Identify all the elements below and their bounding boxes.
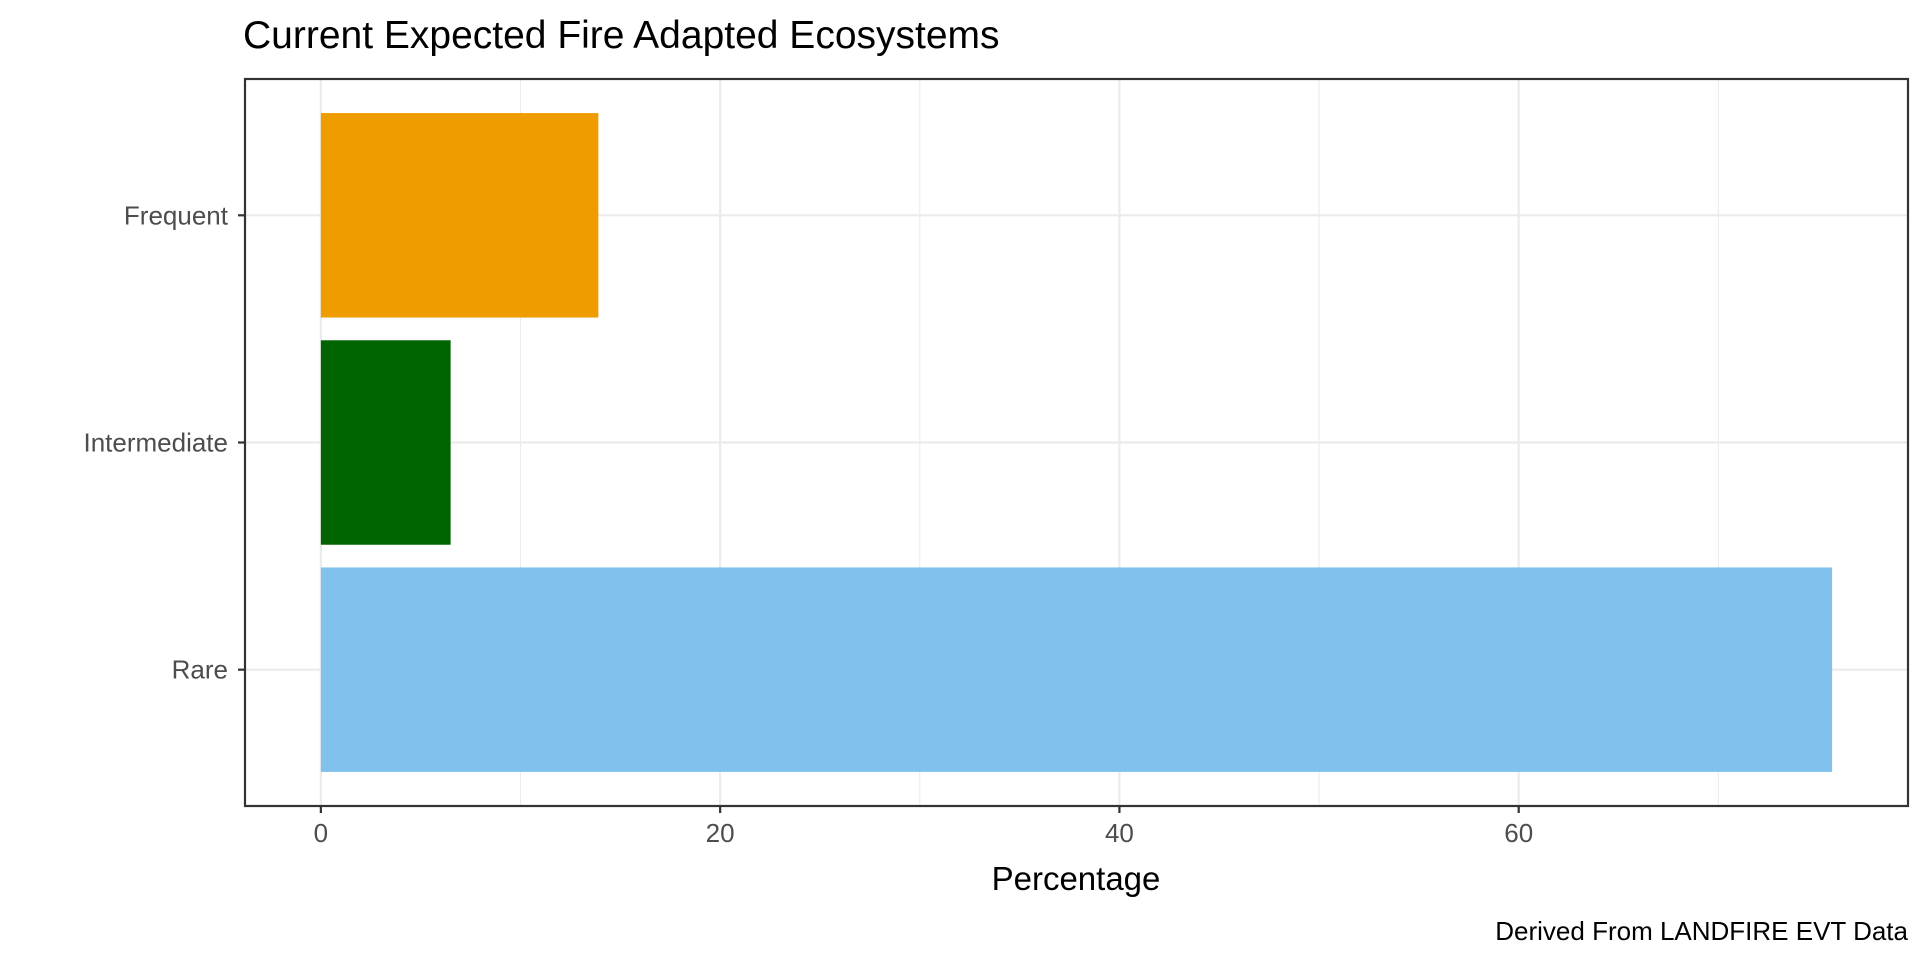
bars: [320, 113, 1833, 772]
bar-rare: [320, 567, 1833, 772]
x-tick-label: 60: [1504, 818, 1533, 848]
axes: 0 20 40 60 Frequent Intermediate Rare: [83, 200, 1533, 848]
x-tick-label: 20: [706, 818, 735, 848]
y-tick-label: Rare: [172, 655, 228, 685]
bar-intermediate: [320, 340, 451, 545]
bar-frequent: [320, 113, 599, 318]
x-tick-label: 40: [1105, 818, 1134, 848]
x-tick-label: 0: [314, 818, 328, 848]
y-tick-label: Intermediate: [83, 428, 228, 458]
x-axis-title: Percentage: [992, 860, 1161, 897]
chart-caption: Derived From LANDFIRE EVT Data: [1495, 916, 1908, 946]
chart-title: Current Expected Fire Adapted Ecosystems: [243, 14, 1000, 57]
y-tick-label: Frequent: [124, 200, 229, 230]
